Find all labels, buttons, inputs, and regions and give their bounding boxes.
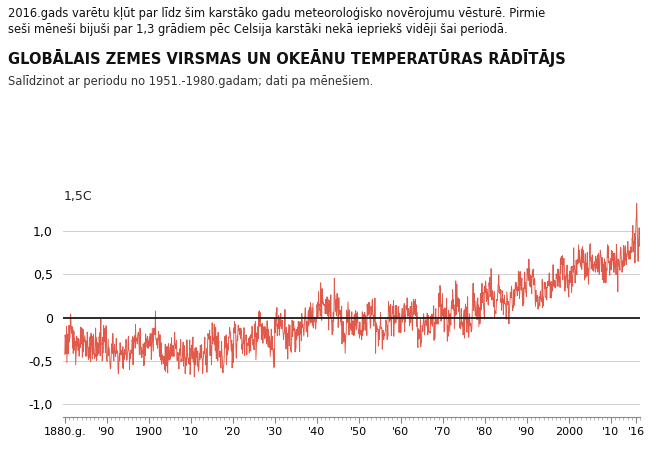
Text: Salīdzinot ar periodu no 1951.-1980.gadam; dati pa mēnešiem.: Salīdzinot ar periodu no 1951.-1980.gada… (8, 75, 373, 89)
Text: 1,5C: 1,5C (64, 190, 92, 203)
Text: 2016.gads varētu kļūt par līdz šim karstāko gadu meteoroloģisko novērojumu vēstu: 2016.gads varētu kļūt par līdz šim karst… (8, 7, 545, 20)
Text: seši mēneši bijuši par 1,3 grādiem pēc Celsija karstāki nekā iepriekš vidēji šai: seši mēneši bijuši par 1,3 grādiem pēc C… (8, 23, 508, 36)
Text: GLOBĀLAIS ZEMES VIRSMAS UN OKEĀNU TEMPERATŪRAS RĀDĪTĀJS: GLOBĀLAIS ZEMES VIRSMAS UN OKEĀNU TEMPER… (8, 49, 566, 67)
